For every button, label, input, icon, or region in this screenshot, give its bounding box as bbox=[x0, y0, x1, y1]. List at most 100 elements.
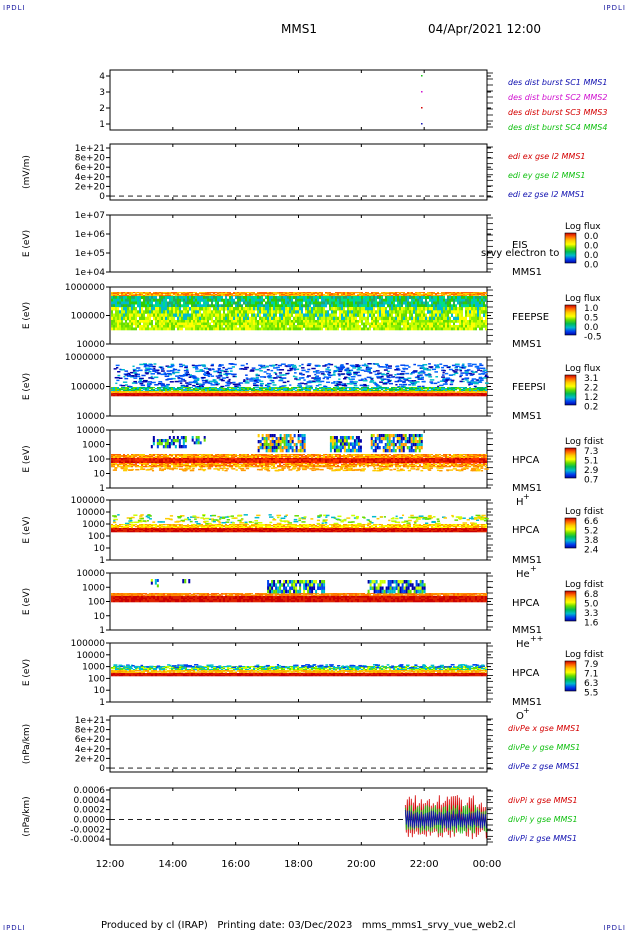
feepsi-band bbox=[353, 387, 355, 389]
feepse-band bbox=[141, 307, 143, 311]
feepsi-band bbox=[131, 388, 133, 390]
feepsi-speckle bbox=[420, 370, 425, 372]
feepse-band bbox=[393, 294, 395, 296]
feepse-band bbox=[383, 327, 385, 331]
feepsi-band bbox=[187, 388, 189, 390]
feepse-band bbox=[159, 325, 161, 328]
feepse-band bbox=[399, 327, 401, 331]
feepse-band bbox=[243, 294, 245, 296]
feepsi-speckle bbox=[196, 378, 200, 380]
feepse-band bbox=[287, 313, 289, 318]
feepsi-band bbox=[221, 388, 223, 390]
feepse-band bbox=[261, 298, 263, 302]
feepse-band bbox=[339, 292, 341, 294]
feepsi-speckle bbox=[417, 364, 421, 367]
feepse-band bbox=[153, 307, 155, 311]
feepse-band bbox=[111, 301, 113, 305]
feepsi-band bbox=[125, 390, 127, 392]
feepsi-band bbox=[325, 390, 327, 392]
feepsi-speckle bbox=[277, 364, 282, 367]
feepse-band bbox=[427, 292, 429, 294]
feepsi-speckle bbox=[422, 363, 428, 366]
feepse-band bbox=[273, 310, 275, 314]
feepsi-band bbox=[195, 390, 197, 392]
feepse-band bbox=[315, 322, 317, 326]
feepse-band bbox=[213, 327, 215, 331]
feepse-band bbox=[459, 325, 461, 328]
feepse-band bbox=[187, 322, 189, 326]
y-tick-label: 10 bbox=[94, 612, 106, 622]
feepse-band bbox=[299, 307, 301, 311]
feepse-band bbox=[253, 301, 255, 305]
feepsi-speckle bbox=[266, 369, 270, 371]
feepse-band bbox=[433, 313, 435, 318]
feepse-band bbox=[251, 301, 253, 305]
feepsi-speckle bbox=[208, 382, 213, 385]
feepse-band bbox=[473, 304, 475, 308]
feepsi-speckle bbox=[250, 369, 255, 371]
feepse-band bbox=[437, 304, 439, 308]
feepse-band bbox=[483, 313, 485, 318]
feepse-band bbox=[283, 295, 285, 297]
feepsi-band bbox=[341, 388, 343, 390]
feepse-band bbox=[485, 322, 487, 326]
colorbar-tick: -0.5 bbox=[584, 333, 602, 343]
feepse-band bbox=[381, 327, 383, 331]
feepse-band bbox=[127, 325, 129, 328]
feepse-band bbox=[167, 320, 169, 323]
feepse-band bbox=[277, 322, 279, 326]
feepse-band bbox=[265, 307, 267, 311]
feepse-band bbox=[139, 322, 141, 326]
feepse-band bbox=[485, 327, 487, 331]
feepsi-speckle bbox=[232, 383, 238, 386]
feepse-band bbox=[371, 292, 373, 294]
feepse-band bbox=[377, 296, 379, 300]
feepse-band bbox=[171, 313, 173, 318]
feepsi-band bbox=[417, 387, 419, 389]
feepsi-band bbox=[389, 389, 391, 391]
feepse-band bbox=[233, 298, 235, 302]
feepse-band bbox=[263, 310, 265, 314]
feepse-band bbox=[289, 307, 291, 311]
feepse-band bbox=[297, 292, 299, 294]
feepse-band bbox=[277, 307, 279, 311]
feepse-band bbox=[147, 296, 149, 300]
feepse-band bbox=[131, 310, 133, 314]
feepse-band bbox=[423, 313, 425, 318]
feepse-band bbox=[381, 320, 383, 323]
feepse-band bbox=[405, 316, 407, 321]
feepse-band bbox=[225, 301, 227, 305]
feepse-band bbox=[261, 322, 263, 326]
feepse-band bbox=[251, 293, 253, 295]
feepse-band bbox=[475, 304, 477, 308]
feepse-band bbox=[437, 298, 439, 302]
feepsi-speckle bbox=[181, 378, 186, 381]
feepsi-band bbox=[393, 390, 395, 392]
feepse-band bbox=[251, 316, 253, 321]
y-axis-label: E (eV) bbox=[22, 516, 32, 543]
feepsi-speckle bbox=[296, 378, 301, 381]
feepsi-band bbox=[467, 388, 469, 390]
feepse-band bbox=[459, 327, 461, 331]
feepse-band bbox=[389, 298, 391, 302]
feepse-band bbox=[451, 298, 453, 302]
feepse-band bbox=[331, 301, 333, 305]
feepse-band bbox=[395, 307, 397, 311]
feepse-band bbox=[475, 298, 477, 302]
feepse-band bbox=[425, 295, 427, 297]
feepsi-speckle bbox=[298, 377, 304, 379]
feepse-band bbox=[421, 298, 423, 302]
feepse-band bbox=[447, 296, 449, 300]
feepse-band bbox=[475, 301, 477, 305]
feepse-band bbox=[241, 325, 243, 328]
feepsi-band bbox=[405, 388, 407, 390]
feepse-band bbox=[325, 292, 327, 294]
feepse-band bbox=[445, 325, 447, 328]
feepsi-band bbox=[319, 388, 321, 390]
feepse-band bbox=[405, 301, 407, 305]
feepsi-speckle bbox=[201, 379, 206, 382]
feepsi-speckle bbox=[341, 373, 346, 375]
feepse-band bbox=[443, 327, 445, 331]
feepsi-speckle bbox=[128, 373, 131, 376]
feepse-band bbox=[357, 322, 359, 326]
